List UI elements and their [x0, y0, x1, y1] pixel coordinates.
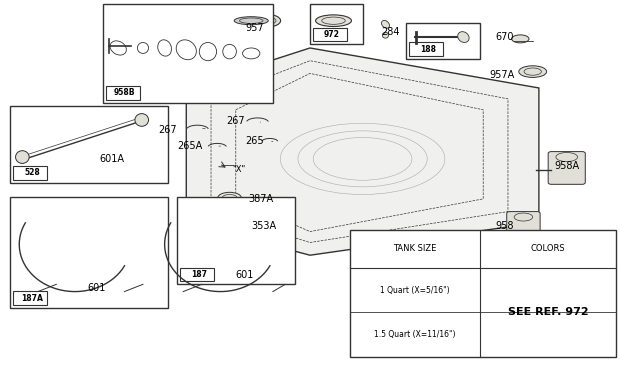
Text: 284: 284 [381, 27, 400, 36]
Bar [313, 28, 347, 41]
Text: 387A: 387A [248, 194, 273, 204]
Bar [406, 23, 480, 59]
Text: COLORS: COLORS [531, 244, 565, 253]
Ellipse shape [316, 15, 352, 27]
Text: 188: 188 [420, 45, 436, 54]
Bar [310, 4, 363, 44]
Bar [13, 166, 47, 180]
Text: 187: 187 [191, 270, 207, 279]
Bar [350, 230, 616, 357]
Text: eReplacementParts.com: eReplacementParts.com [234, 165, 386, 178]
Text: 528: 528 [24, 168, 40, 177]
Text: 267: 267 [159, 125, 177, 135]
Text: 601: 601 [236, 270, 254, 280]
Bar [106, 86, 140, 100]
Polygon shape [186, 48, 539, 255]
Text: 187A: 187A [21, 293, 43, 303]
Polygon shape [239, 44, 267, 73]
Ellipse shape [512, 35, 529, 43]
Ellipse shape [383, 32, 389, 38]
Text: 1 Quart (X=5/16"): 1 Quart (X=5/16") [380, 286, 450, 295]
Text: 267: 267 [226, 116, 245, 126]
Ellipse shape [231, 31, 272, 39]
Ellipse shape [218, 192, 241, 203]
Text: "X": "X" [232, 165, 246, 174]
Ellipse shape [232, 26, 270, 34]
Text: 601A: 601A [100, 154, 125, 164]
Ellipse shape [135, 114, 149, 126]
Text: 670: 670 [495, 32, 514, 42]
Bar [103, 4, 273, 103]
Bar [177, 197, 294, 284]
Text: 958: 958 [495, 221, 514, 231]
Text: 265: 265 [245, 136, 264, 146]
Text: 958B: 958B [114, 88, 136, 97]
Text: 972: 972 [324, 30, 340, 39]
Text: 957: 957 [245, 23, 264, 33]
Ellipse shape [229, 36, 273, 45]
Ellipse shape [253, 14, 281, 27]
Bar [180, 268, 214, 281]
FancyBboxPatch shape [548, 151, 585, 184]
Text: 353A: 353A [251, 221, 277, 231]
FancyBboxPatch shape [507, 212, 540, 239]
Text: 957A: 957A [489, 70, 515, 80]
Text: 601: 601 [87, 283, 105, 293]
Ellipse shape [234, 17, 268, 25]
Bar [409, 42, 443, 56]
Text: 958A: 958A [554, 161, 580, 171]
Text: SEE REF. 972: SEE REF. 972 [508, 307, 588, 318]
Ellipse shape [458, 32, 469, 42]
Text: TANK SIZE: TANK SIZE [394, 244, 437, 253]
Bar [10, 197, 168, 308]
Ellipse shape [234, 21, 268, 28]
Text: 1.5 Quart (X=11/16"): 1.5 Quart (X=11/16") [374, 330, 456, 339]
Bar [10, 106, 168, 182]
Ellipse shape [224, 205, 235, 210]
Ellipse shape [519, 66, 547, 77]
Ellipse shape [224, 223, 241, 231]
Bar [13, 291, 47, 305]
Ellipse shape [16, 151, 29, 164]
Text: 265A: 265A [177, 141, 202, 151]
Ellipse shape [381, 20, 389, 28]
